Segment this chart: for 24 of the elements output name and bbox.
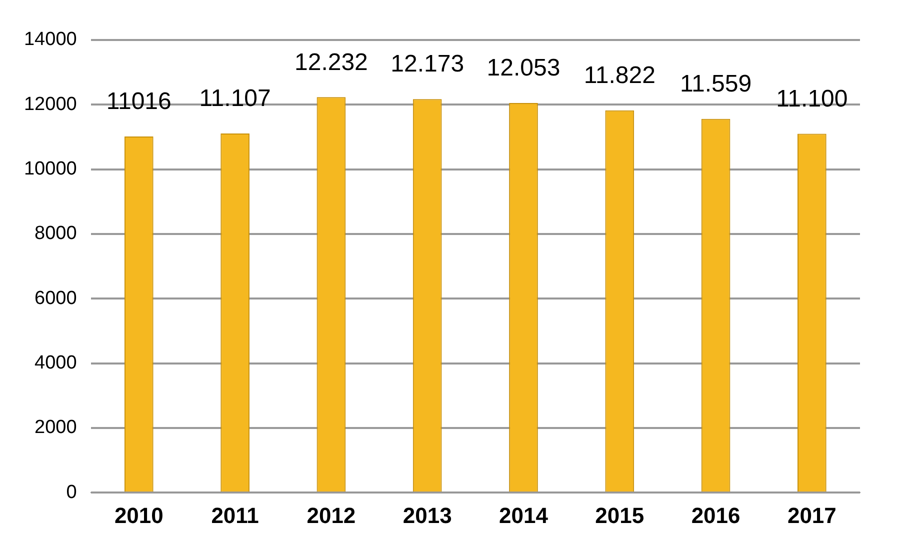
x-tick-label: 2017 <box>787 502 836 528</box>
x-tick-label: 2015 <box>595 502 644 528</box>
x-tick-label: 2012 <box>306 502 356 528</box>
data-label: 12.232 <box>294 48 368 76</box>
data-label: 12.173 <box>390 50 464 78</box>
x-tick-label: 2016 <box>691 502 740 528</box>
y-tick-label: 6000 <box>34 288 77 309</box>
x-tick-label: 2014 <box>499 502 549 528</box>
y-tick-label: 2000 <box>34 417 77 438</box>
y-tick-label: 0 <box>66 482 77 503</box>
x-tick-label: 2011 <box>211 502 259 528</box>
y-tick-label: 10000 <box>24 158 77 180</box>
x-tick-label: 2013 <box>402 502 452 528</box>
y-tick-label: 8000 <box>34 223 77 244</box>
data-label: 12.053 <box>486 54 560 82</box>
data-label: 11.822 <box>584 62 656 90</box>
data-label: 11.100 <box>776 85 848 112</box>
x-tick-label: 2010 <box>114 502 164 528</box>
y-tick-label: 14000 <box>24 29 77 50</box>
data-label: 11.559 <box>680 70 752 98</box>
y-tick-label: 12000 <box>24 94 77 115</box>
y-tick-label: 4000 <box>34 352 77 374</box>
data-label: 11016 <box>106 88 172 116</box>
data-label: 11.107 <box>199 85 271 112</box>
